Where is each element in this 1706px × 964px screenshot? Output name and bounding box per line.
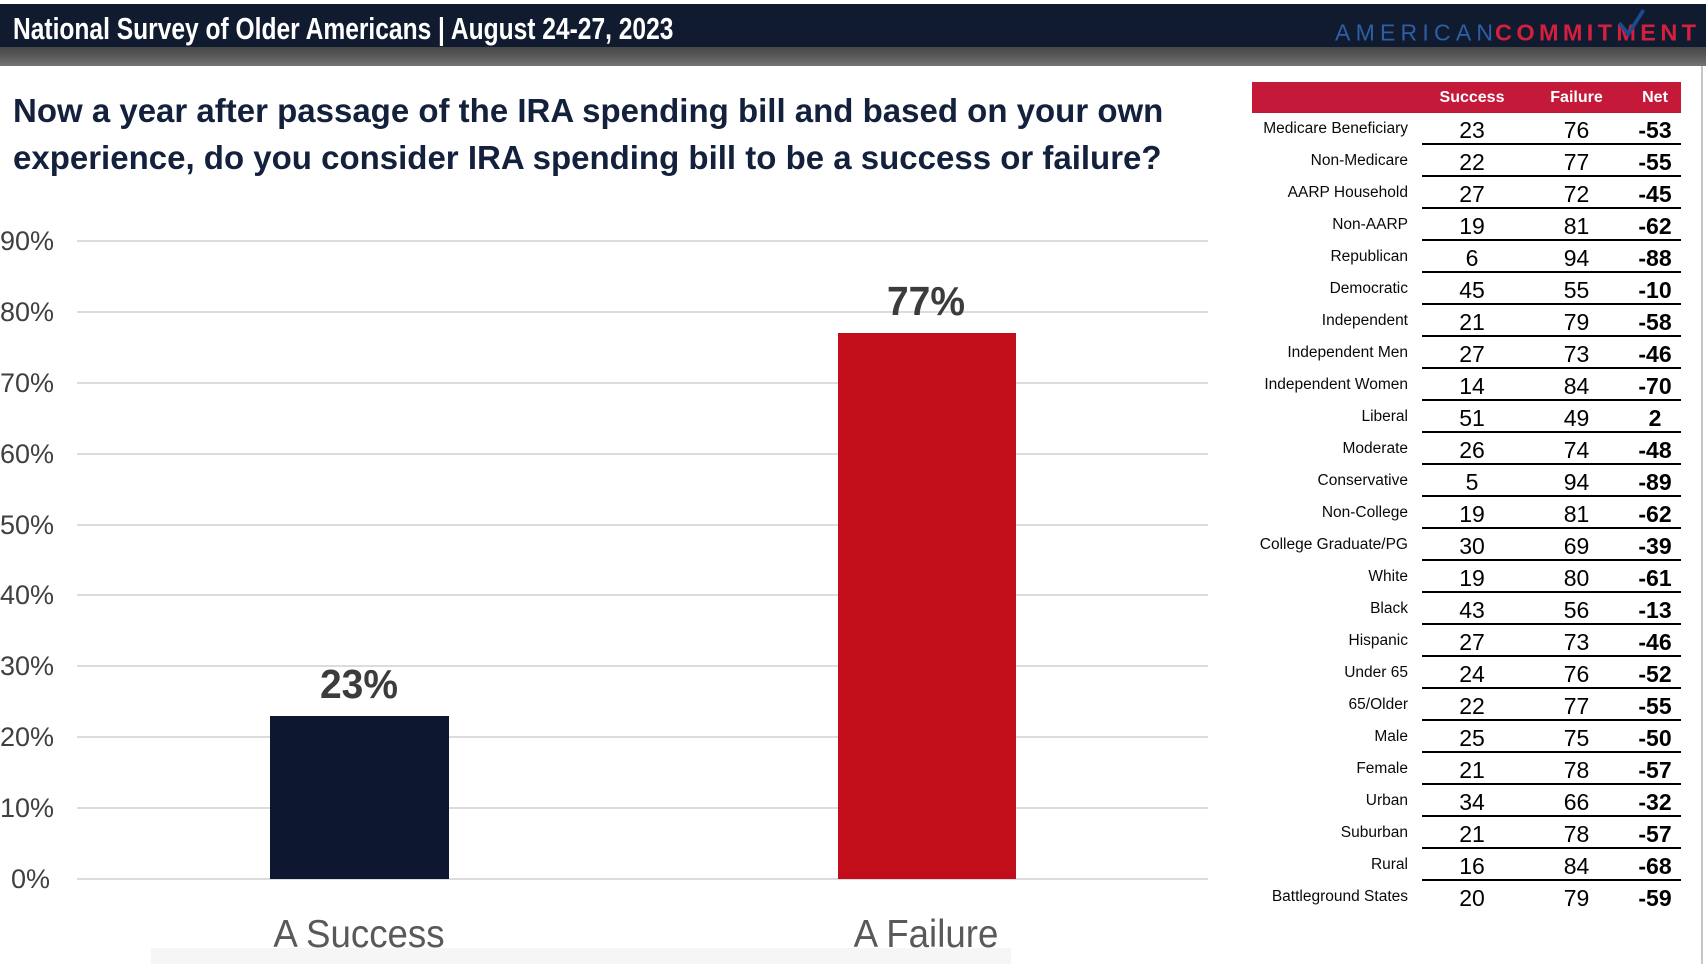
svg-text:COMMITMENT: COMMITMENT xyxy=(1495,20,1697,46)
svg-text:AMERICAN: AMERICAN xyxy=(1335,20,1493,46)
